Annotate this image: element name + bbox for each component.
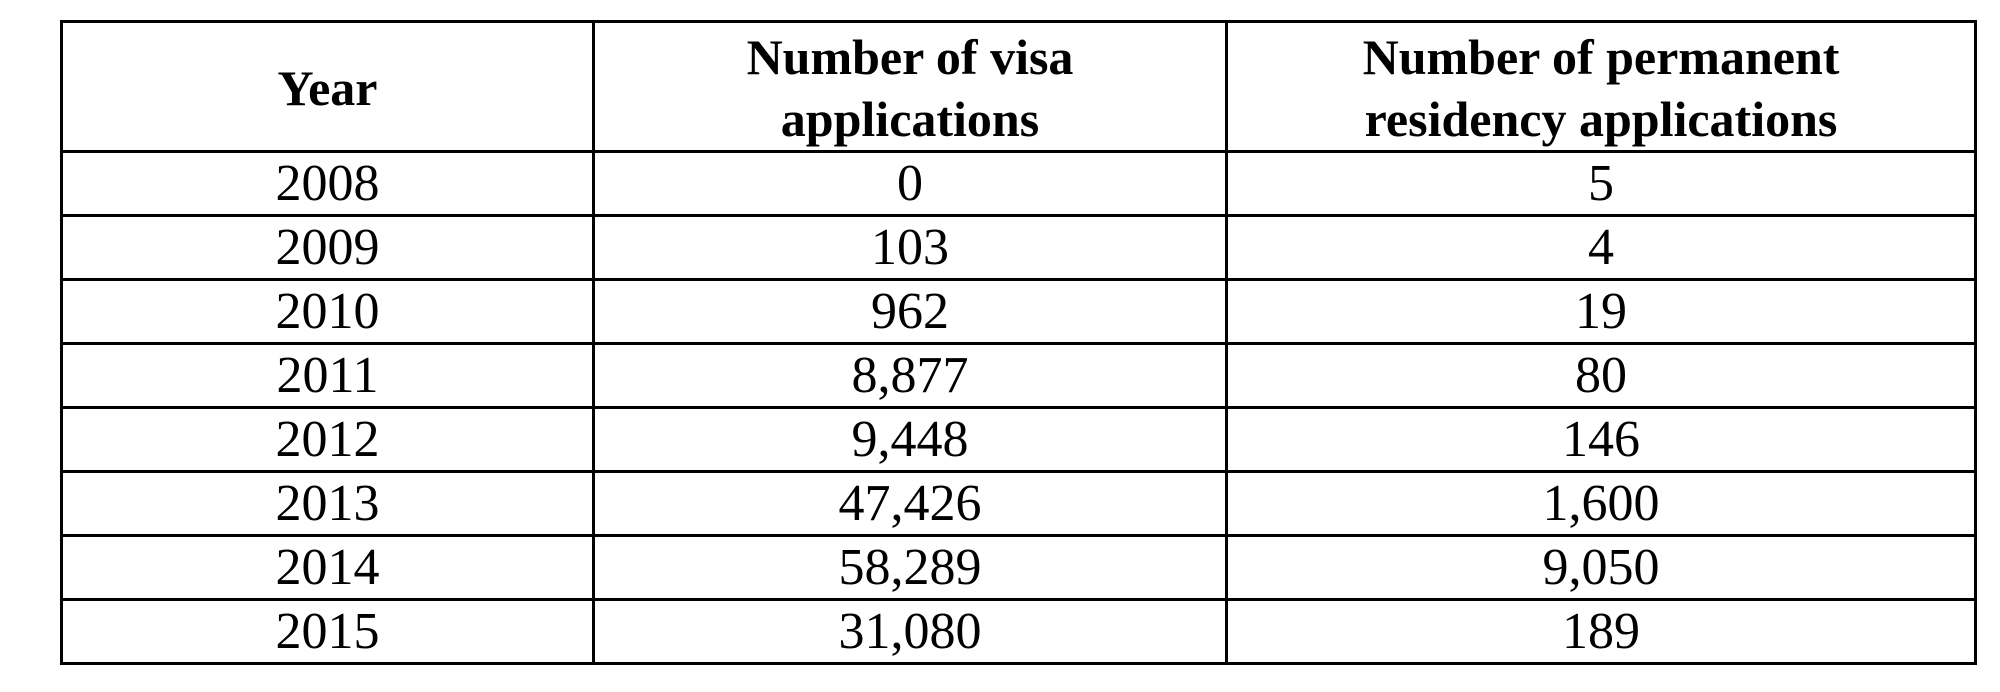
cell-visa-applications: 0 — [592, 150, 1228, 217]
cell-year: 2012 — [60, 406, 595, 473]
cell-year: 2014 — [60, 534, 595, 601]
header-visa-line-1: Number of visa — [746, 28, 1074, 85]
cell-visa-applications: 47,426 — [592, 470, 1228, 537]
cell-visa-applications: 8,877 — [592, 342, 1228, 409]
header-visa-applications: Number of visa applications — [592, 20, 1228, 153]
applications-table: Year Number of visa applications Number … — [60, 20, 1977, 665]
cell-visa-applications: 962 — [592, 278, 1228, 345]
table-row: 2015 31,080 189 — [60, 598, 1977, 665]
cell-visa-applications: 58,289 — [592, 534, 1228, 601]
cell-year: 2013 — [60, 470, 595, 537]
cell-year: 2008 — [60, 150, 595, 217]
cell-permanent-residency-applications: 146 — [1225, 406, 1977, 473]
cell-permanent-residency-applications: 19 — [1225, 278, 1977, 345]
cell-year: 2010 — [60, 278, 595, 345]
cell-permanent-residency-applications: 1,600 — [1225, 470, 1977, 537]
cell-visa-applications: 31,080 — [592, 598, 1228, 665]
table-row: 2014 58,289 9,050 — [60, 534, 1977, 601]
header-pr-line-1: Number of permanent — [1362, 28, 1840, 85]
cell-year: 2011 — [60, 342, 595, 409]
table-body: 2008 0 5 2009 103 4 2010 962 19 2011 8,8… — [60, 150, 1977, 665]
table-header: Year Number of visa applications Number … — [60, 20, 1977, 153]
cell-year: 2015 — [60, 598, 595, 665]
table-row: 2013 47,426 1,600 — [60, 470, 1977, 537]
table-row: 2012 9,448 146 — [60, 406, 1977, 473]
header-year-line-1: Year — [277, 59, 378, 116]
cell-permanent-residency-applications: 4 — [1225, 214, 1977, 281]
cell-visa-applications: 9,448 — [592, 406, 1228, 473]
cell-permanent-residency-applications: 9,050 — [1225, 534, 1977, 601]
cell-year: 2009 — [60, 214, 595, 281]
cell-visa-applications: 103 — [592, 214, 1228, 281]
header-pr-line-2: residency applications — [1364, 90, 1838, 147]
header-row: Year Number of visa applications Number … — [60, 20, 1977, 153]
table-row: 2008 0 5 — [60, 150, 1977, 217]
header-year: Year — [60, 20, 595, 153]
cell-permanent-residency-applications: 5 — [1225, 150, 1977, 217]
cell-permanent-residency-applications: 189 — [1225, 598, 1977, 665]
table-row: 2011 8,877 80 — [60, 342, 1977, 409]
table-row: 2010 962 19 — [60, 278, 1977, 345]
table-row: 2009 103 4 — [60, 214, 1977, 281]
header-visa-line-2: applications — [780, 90, 1040, 147]
cell-permanent-residency-applications: 80 — [1225, 342, 1977, 409]
header-permanent-residency-applications: Number of permanent residency applicatio… — [1225, 20, 1977, 153]
